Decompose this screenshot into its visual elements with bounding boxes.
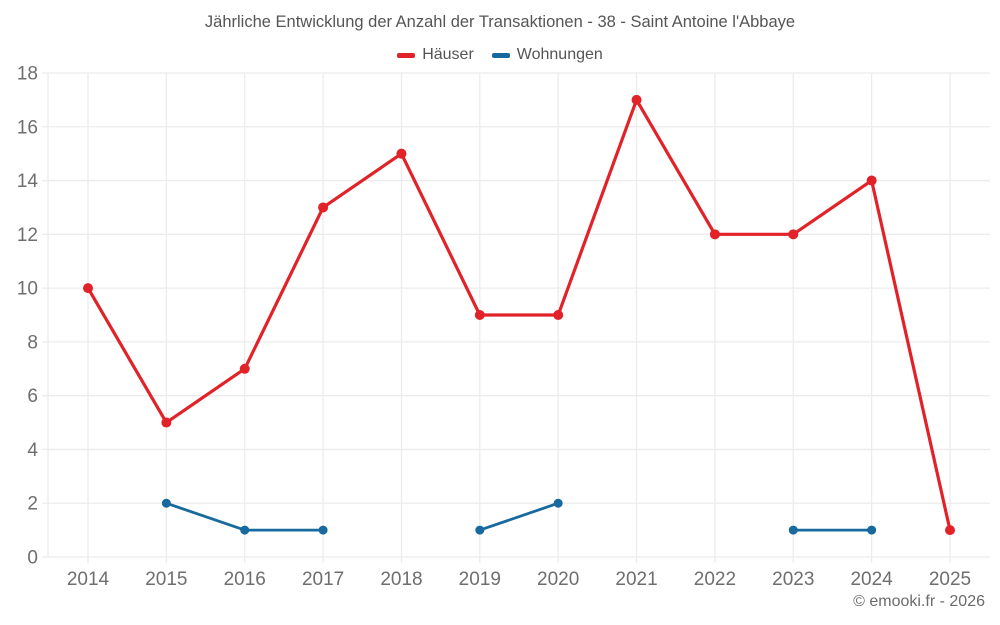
legend-label-haeuser: Häuser bbox=[422, 46, 474, 63]
y-tick-label: 18 bbox=[17, 64, 38, 85]
series-haeuser-line bbox=[86, 98, 952, 532]
y-tick-label: 2 bbox=[27, 494, 38, 515]
data-point-wohnungen-2020[interactable] bbox=[553, 498, 563, 508]
x-tick-label: 2016 bbox=[224, 569, 266, 590]
data-point-haeuser-2019[interactable] bbox=[474, 310, 485, 320]
x-tick-label: 2022 bbox=[694, 569, 736, 590]
data-point-haeuser-2021[interactable] bbox=[631, 94, 642, 105]
x-tick-label: 2019 bbox=[459, 569, 501, 590]
legend-swatch-wohnungen-icon bbox=[491, 52, 510, 58]
series-wohnungen-line bbox=[478, 501, 560, 532]
data-point-haeuser-2024[interactable] bbox=[866, 175, 877, 186]
data-point-wohnungen-2017[interactable] bbox=[318, 525, 328, 535]
data-point-haeuser-2018[interactable] bbox=[396, 148, 407, 159]
x-tick-label: 2023 bbox=[772, 569, 814, 590]
data-point-wohnungen-2019[interactable] bbox=[475, 525, 485, 535]
y-tick-label: 8 bbox=[27, 332, 38, 353]
data-point-wohnungen-2016[interactable] bbox=[240, 525, 250, 535]
data-point-haeuser-2022[interactable] bbox=[709, 229, 720, 240]
x-tick-label: 2014 bbox=[67, 569, 110, 590]
data-point-haeuser-2020[interactable] bbox=[553, 310, 564, 320]
y-tick-label: 0 bbox=[27, 548, 38, 569]
data-point-wohnungen-2023[interactable] bbox=[788, 525, 798, 535]
x-tick-label: 2021 bbox=[615, 569, 657, 590]
x-tick-label: 2025 bbox=[929, 569, 971, 590]
copyright-credit: © emooki.fr - 2026 bbox=[853, 593, 985, 610]
x-tick-label: 2024 bbox=[850, 569, 893, 590]
y-tick-label: 6 bbox=[27, 386, 38, 407]
data-point-haeuser-2015[interactable] bbox=[161, 417, 172, 428]
legend-item-haeuser[interactable]: Häuser bbox=[397, 46, 474, 64]
legend-item-wohnungen[interactable]: Wohnungen bbox=[491, 46, 603, 64]
data-point-haeuser-2014[interactable] bbox=[83, 283, 93, 294]
data-point-wohnungen-2024[interactable] bbox=[867, 525, 877, 535]
y-tick-label: 16 bbox=[17, 117, 38, 138]
x-tick-label: 2017 bbox=[302, 569, 344, 590]
x-tick-label: 2018 bbox=[380, 569, 422, 590]
y-tick-label: 14 bbox=[17, 171, 39, 192]
data-point-wohnungen-2015[interactable] bbox=[161, 498, 171, 508]
legend: Häuser Wohnungen bbox=[0, 46, 1000, 64]
legend-label-wohnungen: Wohnungen bbox=[516, 46, 603, 63]
x-tick-label: 2020 bbox=[537, 569, 579, 590]
data-point-haeuser-2023[interactable] bbox=[788, 229, 799, 240]
y-tick-label: 12 bbox=[17, 225, 38, 246]
data-point-haeuser-2016[interactable] bbox=[239, 363, 250, 374]
legend-swatch-haeuser-icon bbox=[397, 52, 416, 58]
y-tick-label: 4 bbox=[27, 440, 38, 461]
x-tick-label: 2015 bbox=[145, 569, 187, 590]
data-point-haeuser-2025[interactable] bbox=[945, 525, 955, 536]
chart-title: Jährliche Entwicklung der Anzahl der Tra… bbox=[204, 13, 796, 31]
data-point-haeuser-2017[interactable] bbox=[318, 202, 329, 213]
y-tick-label: 10 bbox=[17, 279, 38, 300]
